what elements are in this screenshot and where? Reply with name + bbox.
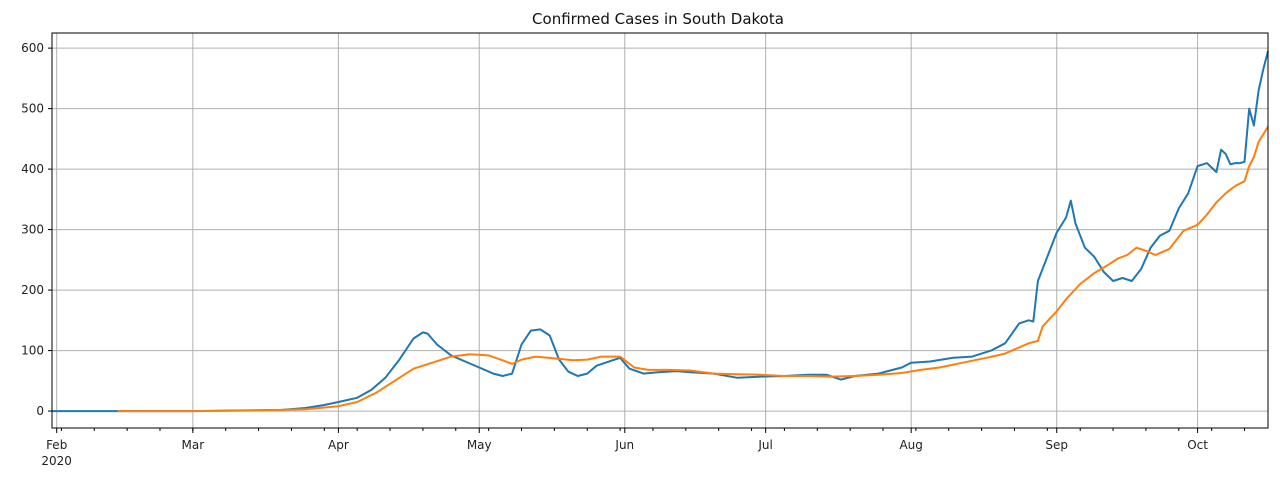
chart-title: Confirmed Cases in South Dakota	[532, 10, 784, 28]
y-tick-label: 100	[21, 344, 44, 358]
series-line-1	[52, 50, 1269, 413]
x-tick-label: Aug	[899, 438, 922, 452]
y-tick-label: 400	[21, 162, 44, 176]
series-line-2	[117, 126, 1269, 413]
x-tick-label: Oct	[1187, 438, 1208, 452]
x-tick-label: Jun	[614, 438, 634, 452]
x-tick-sublabel: 2020	[41, 454, 72, 468]
x-tick-label: Apr	[328, 438, 349, 452]
x-tick-label: Jul	[757, 438, 772, 452]
x-tick-label: Sep	[1045, 438, 1068, 452]
y-tick-label: 600	[21, 41, 44, 55]
grid	[52, 33, 1268, 428]
y-tick-label: 0	[36, 404, 44, 418]
plot-frame	[51, 32, 1269, 429]
y-tick-label: 300	[21, 223, 44, 237]
y-tick-label: 200	[21, 283, 44, 297]
series-layer	[52, 50, 1269, 413]
axes: 0 100 200 300 400 500 600 Feb 2020 Mar Apr May Jun Ju…	[21, 41, 1246, 468]
x-tick-label: May	[467, 438, 492, 452]
y-tick-label: 500	[21, 102, 44, 116]
x-tick-label: Mar	[182, 438, 205, 452]
x-tick-label: Feb	[46, 438, 67, 452]
